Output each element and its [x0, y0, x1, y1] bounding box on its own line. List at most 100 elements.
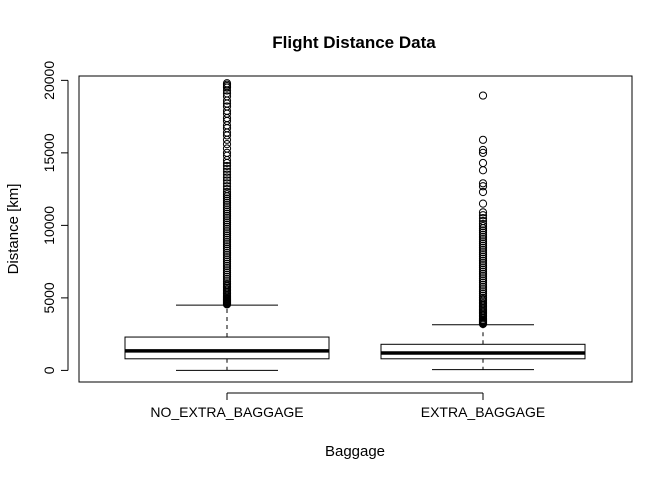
outlier-point: [222, 216, 232, 225]
outlier-point: [222, 164, 232, 173]
outlier-point: [478, 237, 488, 246]
outlier-point: [478, 280, 488, 289]
outlier-point: [222, 102, 232, 111]
outlier-point: [222, 79, 232, 88]
outlier-point: [222, 220, 232, 229]
box-group: [124, 79, 330, 371]
outlier-point: [478, 91, 488, 100]
outlier-point: [478, 243, 488, 252]
outlier-point: [222, 246, 232, 255]
x-tick-label: NO_EXTRA_BAGGAGE: [150, 404, 303, 420]
outlier-point: [222, 203, 232, 212]
outlier-point: [478, 261, 488, 270]
outlier-point: [478, 285, 488, 294]
outlier-point: [222, 222, 232, 231]
outlier-point: [478, 241, 488, 250]
outlier-point: [222, 190, 232, 199]
outlier-point: [222, 274, 232, 284]
outlier-point: [222, 207, 232, 216]
outlier-point: [222, 259, 232, 268]
outlier-point: [478, 278, 488, 287]
outlier-point: [222, 187, 232, 197]
outlier-point: [478, 256, 488, 266]
outlier-point: [478, 291, 488, 300]
outlier-point: [222, 194, 232, 203]
outlier-point: [222, 257, 232, 266]
outlier-point: [478, 166, 488, 175]
outlier-point: [478, 148, 488, 157]
outlier-point: [222, 231, 232, 240]
outlier-point: [222, 266, 232, 275]
outlier-point: [478, 179, 488, 188]
outlier-point: [222, 240, 232, 249]
outlier-point: [222, 144, 232, 153]
outlier-point: [478, 274, 488, 283]
outlier-point: [478, 289, 488, 298]
outlier-point: [222, 272, 232, 281]
outlier-point: [222, 253, 232, 262]
y-axis-label: Distance [km]: [5, 184, 22, 275]
outlier-point: [478, 248, 488, 257]
outlier-point: [478, 250, 488, 259]
outlier-point: [478, 269, 488, 279]
outlier-point: [222, 224, 232, 234]
outlier-point: [222, 92, 232, 101]
outlier-point: [478, 232, 488, 242]
outlier-point: [478, 228, 488, 237]
outlier-point: [222, 268, 232, 277]
outlier-point: [222, 176, 232, 185]
outlier-point: [222, 218, 232, 227]
x-tick-label: EXTRA_BAGGAGE: [421, 404, 545, 420]
outlier-point: [478, 282, 488, 292]
outlier-point: [222, 198, 232, 207]
outlier-point: [478, 187, 488, 197]
outlier-point: [222, 211, 232, 221]
outlier-point: [478, 239, 488, 248]
outlier-point: [222, 140, 232, 149]
outlier-point: [478, 221, 488, 231]
outlier-point: [478, 267, 488, 276]
outlier-point: [478, 158, 488, 168]
outlier-point: [222, 261, 232, 271]
boxes: [124, 79, 586, 371]
outlier-point: [222, 248, 232, 258]
box-iqr: [124, 336, 330, 360]
outlier-point: [478, 272, 488, 281]
outlier-point: [478, 245, 488, 255]
outlier-point: [478, 145, 488, 155]
outlier-point: [222, 167, 232, 176]
outlier-point: [222, 244, 232, 253]
outlier-point: [222, 179, 232, 188]
outlier-point: [222, 209, 232, 218]
outlier-point: [222, 233, 232, 242]
outlier-point: [222, 279, 232, 288]
outlier-point: [478, 208, 488, 217]
y-tick-label: 15000: [41, 133, 57, 172]
box-group: [380, 91, 586, 371]
outlier-point: [478, 254, 488, 263]
outlier-point: [222, 237, 232, 247]
outlier-point: [222, 229, 232, 238]
outlier-point: [222, 270, 232, 279]
y-tick-label: 20000: [41, 61, 57, 100]
outlier-point: [222, 205, 232, 214]
outlier-point: [478, 235, 488, 244]
plot-frame: [78, 75, 633, 383]
outlier-point: [478, 263, 488, 272]
outlier-point: [222, 242, 232, 251]
outlier-point: [478, 211, 488, 220]
outlier-point: [222, 185, 232, 194]
y-tick-label: 10000: [41, 206, 57, 245]
outlier-point: [478, 216, 488, 226]
outlier-point: [478, 258, 488, 268]
outlier-point: [478, 199, 488, 208]
outlier-point: [222, 227, 232, 236]
outlier-point: [222, 161, 232, 171]
chart-title: Flight Distance Data: [272, 33, 436, 52]
outlier-point: [478, 293, 488, 302]
outlier-point: [222, 173, 232, 182]
outlier-point: [222, 251, 232, 260]
outlier-point: [478, 265, 488, 274]
y-axis: 0 5000 10000 15000 20000: [41, 61, 69, 374]
